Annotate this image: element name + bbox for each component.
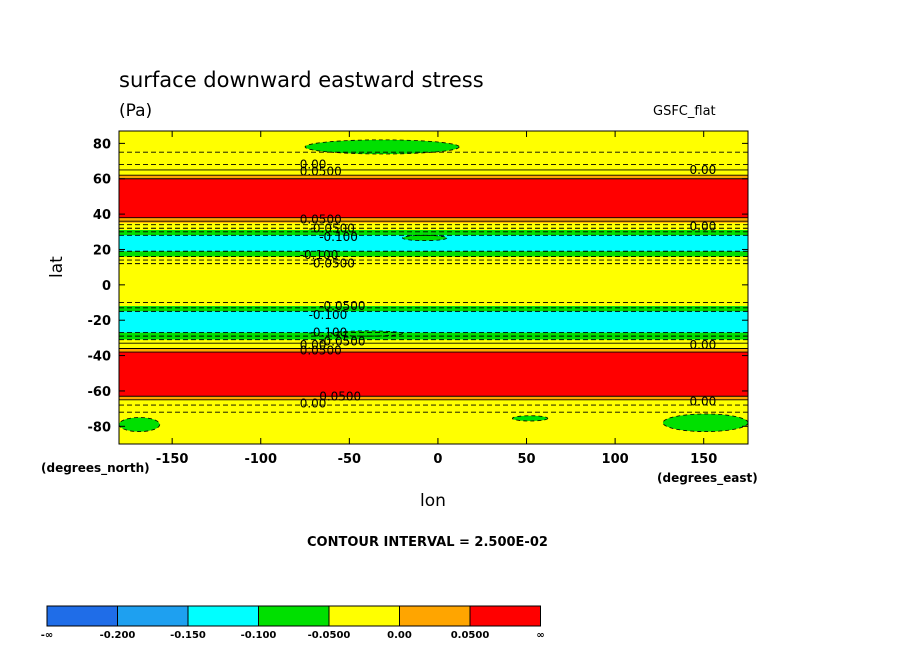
y-axis-units: (degrees_north) <box>41 461 150 475</box>
y-tick-label: -40 <box>88 350 112 365</box>
contour-band <box>119 339 748 349</box>
contour-band <box>119 131 748 153</box>
x-tick-label: 100 <box>602 452 629 467</box>
y-tick-label: 0 <box>102 279 111 294</box>
contour-patch <box>662 413 749 433</box>
colorbar-swatch <box>328 605 400 627</box>
contour-label: 0.00 <box>690 395 717 409</box>
contour-label: 0.00 <box>300 396 327 410</box>
contour-label: 0.0500 <box>300 212 342 226</box>
y-tick-label: 60 <box>93 173 111 188</box>
contour-label: 0.00 <box>300 338 327 352</box>
contour-band <box>119 396 748 400</box>
contour-band <box>119 311 748 333</box>
contour-label: -0.0500 <box>309 257 355 271</box>
x-axis-label: lon <box>420 491 446 511</box>
colorbar-label: -0.150 <box>170 630 206 641</box>
colorbar-label: -0.0500 <box>308 630 351 641</box>
y-tick-label: -60 <box>88 385 112 400</box>
colorbar-label: -∞ <box>41 630 53 641</box>
contour-band <box>119 352 748 397</box>
y-tick-label: -20 <box>88 314 112 329</box>
axes: -150 -100 -50 0 50 100 150 80 60 40 20 0 -20 -40 -60 -8… <box>88 130 749 467</box>
contour-band <box>119 235 748 252</box>
contour-band <box>119 175 748 179</box>
colorbar-swatch <box>117 605 189 627</box>
plot-frame <box>118 130 749 445</box>
contour-band <box>119 178 748 218</box>
contour-label: -0.0500 <box>319 334 365 348</box>
contour-patch <box>304 139 460 155</box>
contour-label: 0.0500 <box>300 343 342 357</box>
colorbar-label: -0.100 <box>241 630 277 641</box>
contour-label: 0.0500 <box>300 165 342 179</box>
contour-label: -0.100 <box>300 248 339 262</box>
contour-label: -0.100 <box>309 326 348 340</box>
contour-label: -0.0500 <box>319 299 365 313</box>
contour-band <box>119 222 748 231</box>
y-tick-label: 40 <box>93 208 111 223</box>
chart-title: surface downward eastward stress <box>119 68 484 92</box>
contour-band <box>119 230 748 236</box>
contour-label: 0.00 <box>300 158 327 172</box>
contour-label: 0.0500 <box>319 389 361 403</box>
colorbar-label: 0.0500 <box>451 630 490 641</box>
y-tick-label: 20 <box>93 243 111 258</box>
model-name: GSFC_flat <box>653 104 716 119</box>
colorbar-swatch <box>399 605 471 627</box>
contour-label: 0.00 <box>690 163 717 177</box>
x-tick-label: 0 <box>433 452 442 467</box>
x-tick-label: -50 <box>338 452 362 467</box>
contour-band <box>119 306 748 312</box>
colorbar: -∞ -0.200 -0.150 -0.100 -0.0500 0.00 0.0500 ∞ <box>41 605 545 641</box>
contour-patch <box>118 417 161 433</box>
plot-area: 0.000.0500 0.000.0500-0.0500-0.1000.00-0.… <box>118 131 749 444</box>
colorbar-swatch <box>187 605 259 627</box>
contour-band <box>119 256 748 307</box>
contour-patch <box>402 234 448 242</box>
colorbar-swatch <box>469 605 541 627</box>
contour-label: 0.00 <box>690 219 717 233</box>
contour-label: 0.00 <box>690 338 717 352</box>
y-tick-label: 80 <box>93 137 111 152</box>
x-tick-label: -100 <box>244 452 277 467</box>
contour-band <box>119 217 748 223</box>
colorbar-label: 0.00 <box>387 630 412 641</box>
contour-band <box>119 251 748 257</box>
contour-label: -0.100 <box>319 230 358 244</box>
y-tick-label: -80 <box>88 420 112 435</box>
colorbar-label: -0.200 <box>100 630 136 641</box>
x-tick-label: 150 <box>690 452 717 467</box>
contour-band <box>119 348 748 353</box>
x-tick-label: -150 <box>156 452 189 467</box>
x-axis-units: (degrees_east) <box>657 471 758 485</box>
contour-band <box>119 399 748 444</box>
x-tick-label: 50 <box>517 452 535 467</box>
contour-interval: CONTOUR INTERVAL = 2.500E-02 <box>307 535 548 550</box>
contour-band <box>119 152 748 176</box>
colorbar-swatch <box>258 605 330 627</box>
colorbar-swatch <box>46 605 118 627</box>
chart-units: (Pa) <box>119 101 153 121</box>
contour-patch <box>511 415 549 422</box>
colorbar-label: ∞ <box>536 630 544 641</box>
contour-label: -0.0500 <box>309 221 355 235</box>
contour-label: -0.100 <box>309 308 348 322</box>
